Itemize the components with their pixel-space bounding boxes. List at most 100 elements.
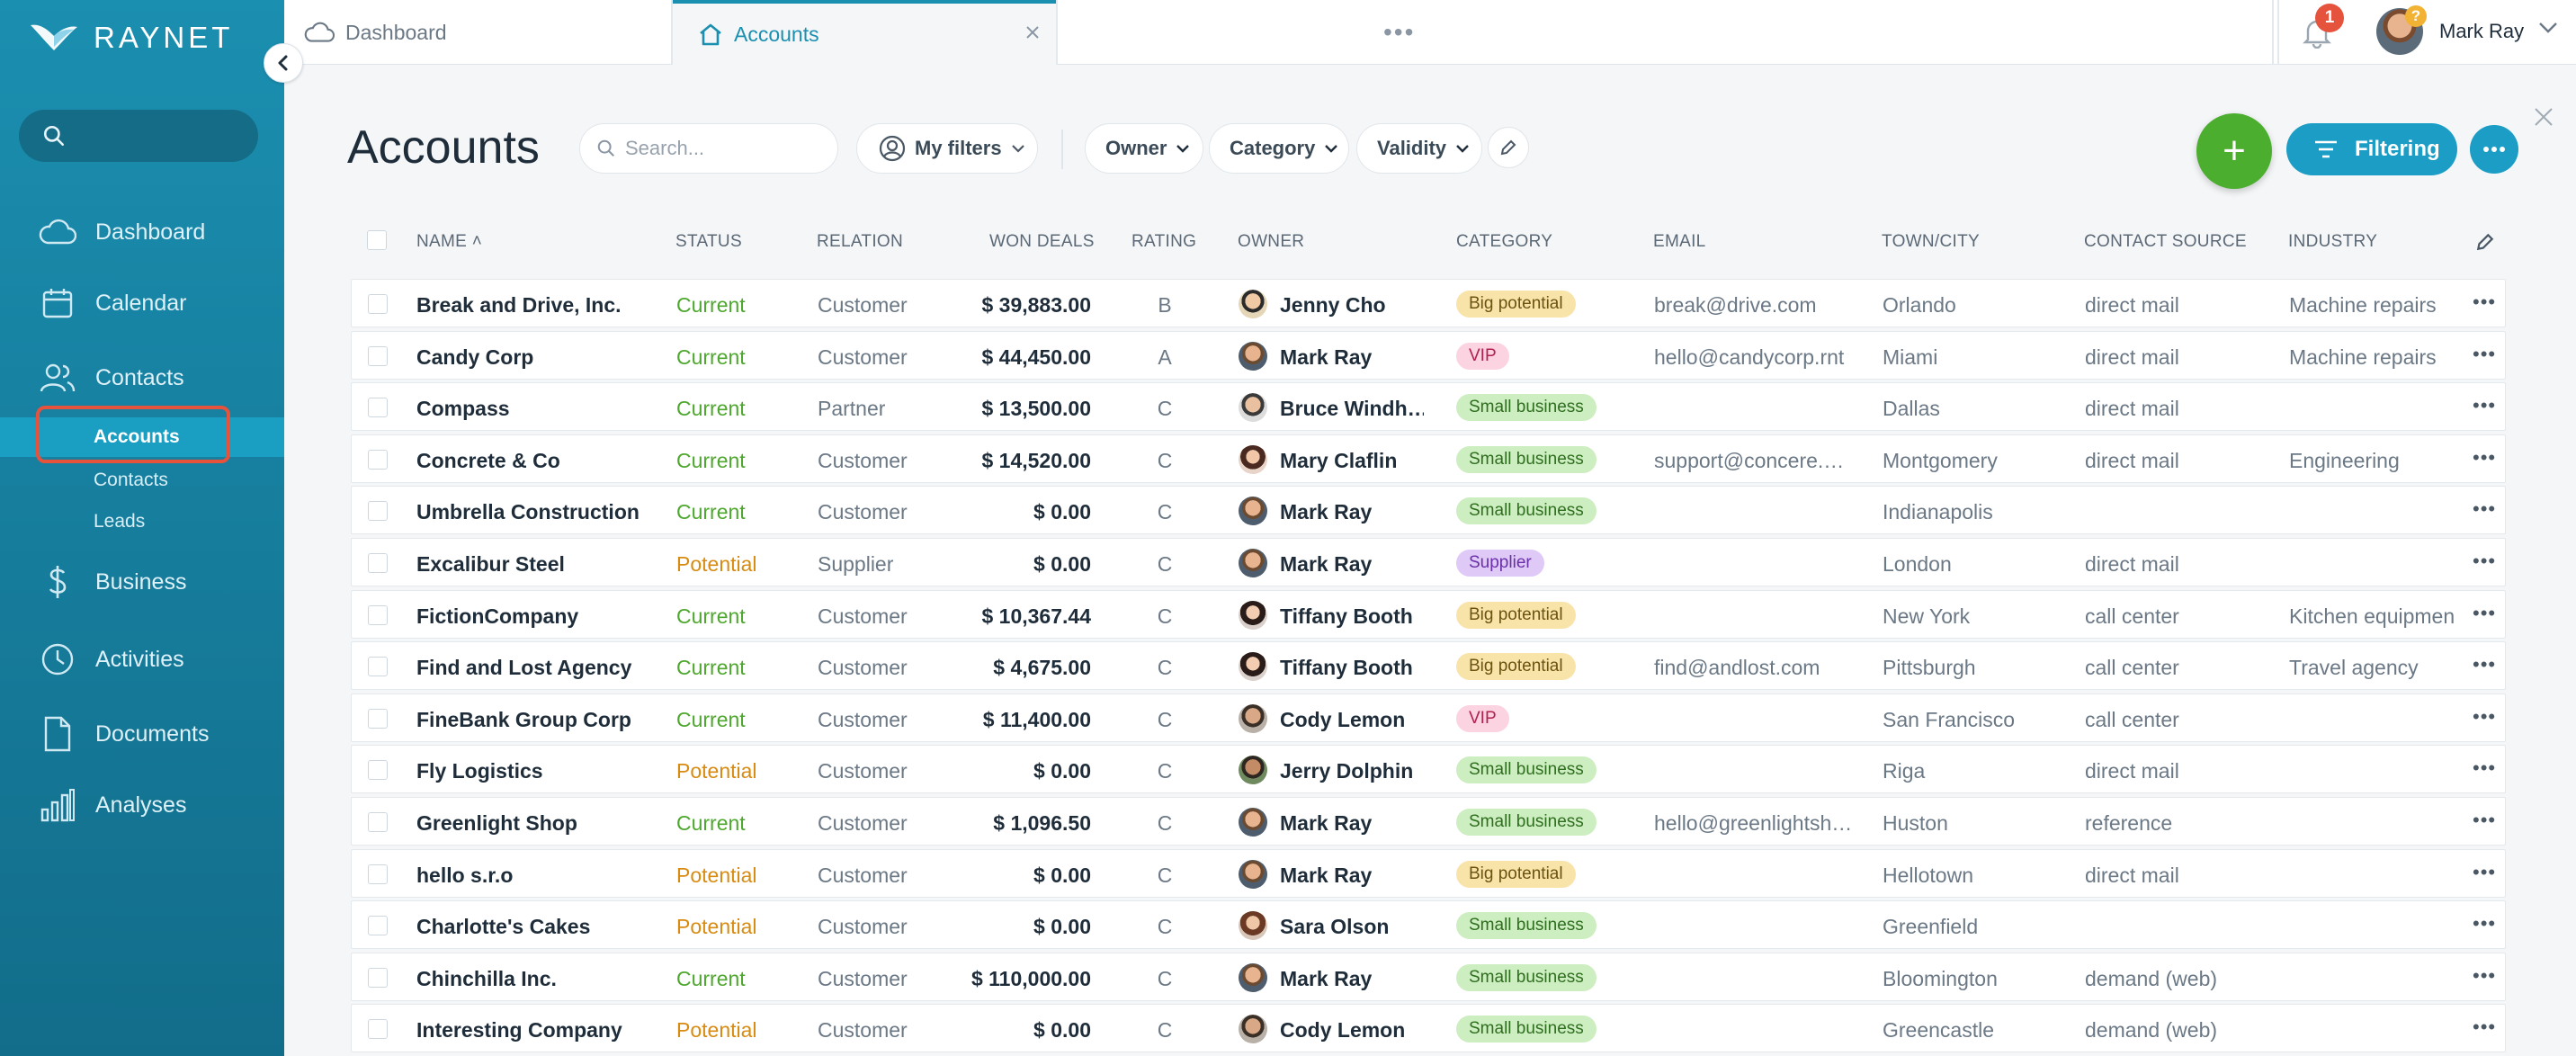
row-checkbox[interactable] — [368, 657, 388, 677]
cell-owner[interactable]: Cody Lemon — [1280, 1018, 1406, 1043]
row-menu-button[interactable]: ••• — [2473, 809, 2497, 831]
column-header-industry[interactable]: INDUSTRY — [2288, 232, 2378, 251]
sidebar-item-business[interactable]: Business — [0, 555, 284, 609]
row-checkbox[interactable] — [368, 708, 388, 729]
column-header-town[interactable]: TOWN/CITY — [1882, 232, 1980, 251]
row-menu-button[interactable]: ••• — [2473, 497, 2497, 521]
cell-email[interactable]: break@drive.com — [1654, 293, 1817, 317]
cell-owner[interactable]: Jenny Cho — [1280, 293, 1386, 317]
row-menu-button[interactable]: ••• — [2473, 860, 2497, 883]
row-menu-button[interactable]: ••• — [2473, 291, 2497, 313]
row-checkbox[interactable] — [368, 294, 388, 314]
validity-filter[interactable]: Validity — [1356, 123, 1482, 174]
cell-owner[interactable]: Cody Lemon — [1280, 707, 1406, 731]
row-checkbox[interactable] — [368, 398, 388, 418]
row-menu-button[interactable]: ••• — [2473, 704, 2497, 728]
cell-name[interactable]: Interesting Company — [416, 1018, 622, 1043]
table-row[interactable]: FineBank Group Corp Current Customer $ 11,4… — [351, 693, 2506, 742]
tab-accounts[interactable]: Accounts — [673, 0, 1056, 65]
cell-name[interactable]: Concrete & Co — [416, 448, 560, 472]
column-header-status[interactable]: STATUS — [675, 232, 742, 251]
row-checkbox[interactable] — [368, 864, 388, 884]
edit-columns-icon[interactable] — [2475, 232, 2495, 252]
cell-owner[interactable]: Jerry Dolphin — [1280, 759, 1414, 783]
cell-name[interactable]: Greenlight Shop — [416, 811, 577, 835]
table-row[interactable]: Greenlight Shop Current Customer $ 1,096.50… — [351, 797, 2506, 846]
cell-owner[interactable]: Bruce Windh… — [1280, 397, 1424, 421]
add-button[interactable]: + — [2196, 113, 2272, 189]
table-row[interactable]: Umbrella Construction Current Customer $ 0.… — [351, 486, 2506, 535]
cell-owner[interactable]: Mark Ray — [1280, 966, 1373, 990]
table-row[interactable]: Compass Current Partner $ 13,500.00 C Bruce W… — [351, 382, 2506, 432]
column-header-name[interactable]: NAME ˄ — [416, 232, 483, 251]
row-menu-button[interactable]: ••• — [2473, 342, 2497, 365]
my-filters-dropdown[interactable]: My filters — [856, 123, 1038, 174]
table-row[interactable]: Chinchilla Inc. Current Customer $ 110,000.… — [351, 952, 2506, 1001]
column-header-relation[interactable]: RELATION — [817, 232, 904, 251]
help-badge[interactable]: ? — [2405, 5, 2427, 27]
category-filter[interactable]: Category — [1209, 123, 1349, 174]
row-checkbox[interactable] — [368, 812, 388, 832]
sidebar-item-dashboard[interactable]: Dashboard — [0, 205, 284, 259]
row-checkbox[interactable] — [368, 1019, 388, 1040]
cell-owner[interactable]: Mark Ray — [1280, 811, 1373, 835]
cell-owner[interactable]: Mark Ray — [1280, 345, 1373, 369]
sidebar-item-analyses[interactable]: Analyses — [0, 778, 284, 832]
cell-name[interactable]: FictionCompany — [416, 604, 579, 628]
column-header-owner[interactable]: OWNER — [1238, 232, 1305, 251]
table-row[interactable]: FictionCompany Current Customer $ 10,367.44… — [351, 589, 2506, 639]
subnav-item-leads[interactable]: Leads — [94, 511, 146, 532]
row-menu-button[interactable]: ••• — [2473, 394, 2497, 417]
row-checkbox[interactable] — [368, 345, 388, 366]
cell-owner[interactable]: Mark Ray — [1280, 500, 1373, 524]
row-checkbox[interactable] — [368, 916, 388, 936]
sidebar-item-activities[interactable]: Activities — [0, 632, 284, 686]
logo[interactable]: RAYNET — [27, 20, 233, 56]
cell-owner[interactable]: Mark Ray — [1280, 552, 1373, 576]
sidebar-collapse-button[interactable] — [264, 43, 303, 83]
row-menu-button[interactable]: ••• — [2473, 550, 2497, 572]
sidebar-search[interactable] — [19, 110, 258, 162]
cell-email[interactable]: hello@greenlightsh… — [1654, 811, 1853, 835]
row-menu-button[interactable]: ••• — [2473, 756, 2497, 780]
cell-email[interactable]: support@concere.… — [1654, 448, 1845, 472]
close-tab-icon[interactable] — [1025, 25, 1040, 40]
cell-name[interactable]: hello s.r.o — [416, 863, 514, 887]
cell-name[interactable]: FineBank Group Corp — [416, 707, 631, 731]
cell-owner[interactable]: Sara Olson — [1280, 915, 1390, 939]
row-checkbox[interactable] — [368, 967, 388, 988]
more-tabs-button[interactable]: ••• — [1383, 18, 1416, 46]
row-checkbox[interactable] — [368, 760, 388, 781]
more-options-button[interactable] — [2470, 125, 2518, 174]
sidebar-item-calendar[interactable]: Calendar — [0, 276, 284, 330]
table-row[interactable]: Charlotte's Cakes Potential Customer $ 0.00… — [351, 900, 2506, 950]
cell-name[interactable]: Candy Corp — [416, 345, 534, 369]
table-row[interactable]: hello s.r.o Potential Customer $ 0.00 C Mark … — [351, 848, 2506, 898]
cell-name[interactable]: Compass — [416, 397, 510, 421]
filtering-button[interactable]: Filtering — [2286, 123, 2457, 175]
row-menu-button[interactable]: ••• — [2473, 601, 2497, 624]
column-header-email[interactable]: EMAIL — [1653, 232, 1706, 251]
table-row[interactable]: Interesting Company Potential Customer $ 0.… — [351, 1004, 2506, 1053]
row-checkbox[interactable] — [368, 553, 388, 573]
table-row[interactable]: Candy Corp Current Customer $ 44,450.00 A Mar… — [351, 330, 2506, 380]
sidebar-item-contacts[interactable]: Contacts — [0, 351, 284, 405]
row-menu-button[interactable]: ••• — [2473, 963, 2497, 987]
cell-name[interactable]: Chinchilla Inc. — [416, 966, 557, 990]
cell-name[interactable]: Charlotte's Cakes — [416, 915, 591, 939]
cell-owner[interactable]: Mary Claflin — [1280, 448, 1398, 472]
sidebar-item-documents[interactable]: Documents — [0, 707, 284, 761]
subnav-item-contacts[interactable]: Contacts — [94, 470, 168, 490]
table-row[interactable]: Fly Logistics Potential Customer $ 0.00 C Jer… — [351, 745, 2506, 794]
cell-name[interactable]: Excalibur Steel — [416, 552, 565, 576]
cell-owner[interactable]: Mark Ray — [1280, 863, 1373, 887]
column-header-won-deals[interactable]: WON DEALS — [989, 232, 1095, 251]
cell-email[interactable]: find@andlost.com — [1654, 656, 1820, 680]
row-menu-button[interactable]: ••• — [2473, 1016, 2497, 1039]
row-menu-button[interactable]: ••• — [2473, 912, 2497, 935]
table-row[interactable]: Find and Lost Agency Current Customer $ 4,6… — [351, 641, 2506, 691]
close-icon[interactable] — [2533, 106, 2554, 128]
row-menu-button[interactable]: ••• — [2473, 653, 2497, 676]
column-header-rating[interactable]: RATING — [1131, 232, 1197, 251]
subnav-item-accounts[interactable]: Accounts — [0, 417, 284, 457]
